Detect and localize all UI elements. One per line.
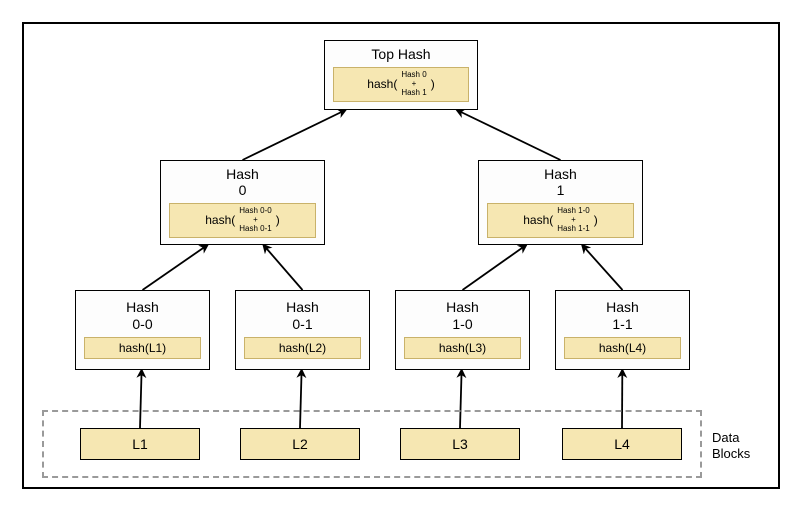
hash-expression: hash( Hash 1-0 + Hash 1-1 ) xyxy=(487,203,634,237)
hash-prefix: hash( xyxy=(367,77,397,91)
hash-expression: hash(L2) xyxy=(244,337,361,359)
leaf-L2: L2 xyxy=(240,428,360,460)
node-title: Top Hash xyxy=(371,46,430,63)
node-title: Hash 1 xyxy=(544,166,577,200)
node-hash-1-1: Hash 1-1 hash(L4) xyxy=(555,290,690,370)
hash-args: Hash 0-0 + Hash 0-1 xyxy=(239,207,271,233)
hash-expression: hash( Hash 0-0 + Hash 0-1 ) xyxy=(169,203,316,237)
leaf-label: L1 xyxy=(132,436,148,452)
merkle-tree-diagram: Top Hash hash( Hash 0 + Hash 1 ) Hash 0 … xyxy=(0,0,802,511)
leaf-label: L4 xyxy=(614,436,630,452)
node-title: Hash 0-1 xyxy=(286,299,319,333)
node-top-hash: Top Hash hash( Hash 0 + Hash 1 ) xyxy=(324,40,478,110)
node-title: Hash 1-0 xyxy=(446,299,479,333)
hash-simple: hash(L4) xyxy=(599,341,646,355)
node-hash-1-0: Hash 1-0 hash(L3) xyxy=(395,290,530,370)
data-blocks-label: Data Blocks xyxy=(712,430,750,461)
hash-prefix: hash( xyxy=(205,213,235,227)
hash-expression: hash( Hash 0 + Hash 1 ) xyxy=(333,67,469,101)
hash-simple: hash(L3) xyxy=(439,341,486,355)
hash-expression: hash(L4) xyxy=(564,337,681,359)
hash-args: Hash 0 + Hash 1 xyxy=(401,71,426,97)
hash-suffix: ) xyxy=(594,213,598,227)
hash-args: Hash 1-0 + Hash 1-1 xyxy=(557,207,589,233)
hash-simple: hash(L1) xyxy=(119,341,166,355)
leaf-L4: L4 xyxy=(562,428,682,460)
hash-prefix: hash( xyxy=(523,213,553,227)
leaf-label: L2 xyxy=(292,436,308,452)
leaf-L1: L1 xyxy=(80,428,200,460)
hash-expression: hash(L1) xyxy=(84,337,201,359)
leaf-label: L3 xyxy=(452,436,468,452)
hash-simple: hash(L2) xyxy=(279,341,326,355)
hash-expression: hash(L3) xyxy=(404,337,521,359)
node-hash-1: Hash 1 hash( Hash 1-0 + Hash 1-1 ) xyxy=(478,160,643,245)
node-hash-0-0: Hash 0-0 hash(L1) xyxy=(75,290,210,370)
node-title: Hash 0 xyxy=(226,166,259,200)
leaf-L3: L3 xyxy=(400,428,520,460)
node-hash-0: Hash 0 hash( Hash 0-0 + Hash 0-1 ) xyxy=(160,160,325,245)
hash-suffix: ) xyxy=(431,77,435,91)
hash-suffix: ) xyxy=(276,213,280,227)
node-title: Hash 0-0 xyxy=(126,299,159,333)
node-hash-0-1: Hash 0-1 hash(L2) xyxy=(235,290,370,370)
node-title: Hash 1-1 xyxy=(606,299,639,333)
